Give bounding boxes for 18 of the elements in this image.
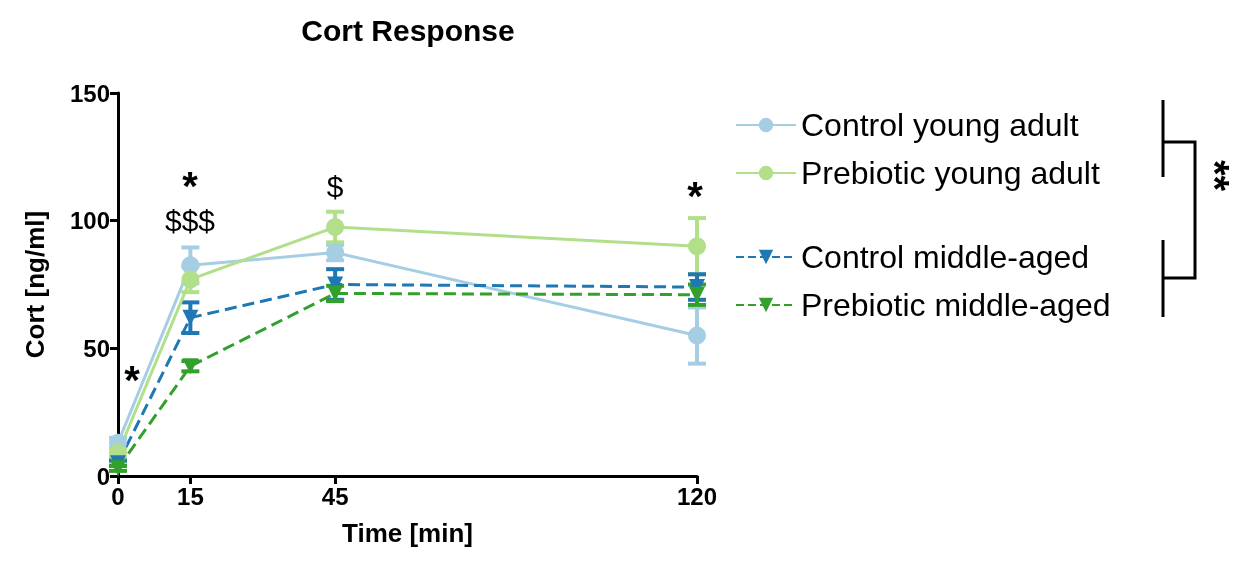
x-tick-label: 45 (321, 482, 349, 510)
y-tick-label: 0 (96, 462, 110, 490)
annotation: * (124, 358, 141, 402)
x-tick-label: 120 (676, 482, 718, 510)
legend-label: Control young adult (801, 107, 1079, 143)
y-tick-label: 100 (69, 207, 110, 235)
chart-title: Cort Response (301, 13, 515, 47)
x-tick-label: 15 (177, 482, 204, 510)
annotation: * (687, 174, 704, 218)
legend-label: Control middle-aged (801, 239, 1090, 275)
y-tick-label: 50 (83, 334, 110, 362)
y-axis-title: Cort [ng/ml] (20, 210, 50, 359)
y-tick-label: 150 (69, 79, 110, 107)
legend-label: Prebiotic young adult (801, 155, 1100, 191)
legend-label: Prebiotic middle-aged (801, 287, 1111, 323)
text: ** (1193, 160, 1237, 194)
x-axis-title: Time [min] (342, 518, 473, 548)
annotation: $ (326, 169, 344, 203)
